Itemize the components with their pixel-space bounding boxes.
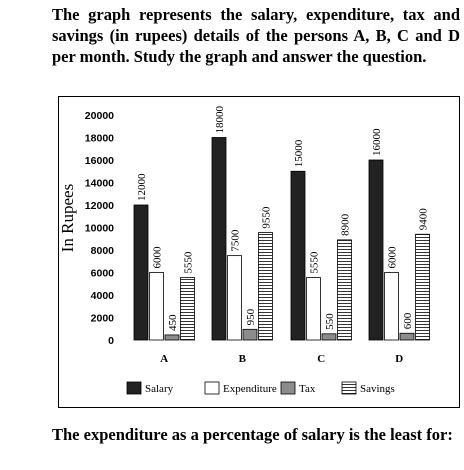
data-label: 15000 [293, 139, 305, 167]
savings-bar [258, 232, 273, 341]
expenditure-bar [384, 272, 399, 341]
legend-swatch [341, 381, 357, 395]
y-tick-label: 12000 [85, 200, 114, 212]
data-label: 450 [167, 314, 179, 331]
y-tick-label: 6000 [91, 268, 115, 280]
legend-label: Tax [299, 383, 316, 395]
data-label: 7500 [230, 229, 242, 252]
tax-bar [399, 332, 415, 341]
data-label: 950 [245, 308, 257, 325]
legend-label: Expenditure [223, 383, 277, 395]
y-tick-label: 10000 [85, 223, 114, 235]
data-label: 9400 [418, 208, 430, 231]
tax-bar [321, 333, 337, 341]
question-intro: The graph represents the salary, expendi… [52, 5, 460, 66]
data-label: 6000 [387, 246, 399, 269]
savings-bar [337, 239, 352, 341]
data-label: 8900 [340, 213, 352, 236]
data-label: 550 [324, 313, 336, 330]
tax-bar [164, 334, 180, 341]
data-label: 600 [402, 312, 414, 329]
expenditure-bar [149, 272, 164, 341]
y-axis-label: In Rupees [58, 184, 77, 252]
category-label: A [160, 353, 168, 365]
expenditure-bar [227, 255, 242, 341]
salary-bar [290, 170, 306, 341]
legend-label: Salary [145, 383, 174, 395]
y-tick-label: 0 [108, 335, 114, 347]
y-tick-label: 16000 [85, 155, 114, 167]
data-label: 12000 [136, 173, 148, 201]
expenditure-bar [306, 277, 321, 341]
data-label: 18000 [214, 106, 226, 134]
category-label: D [395, 353, 403, 365]
salary-bar [368, 159, 384, 341]
data-label: 5550 [183, 251, 195, 274]
y-tick-label: 4000 [91, 290, 115, 302]
savings-bar [415, 233, 430, 341]
data-label: 16000 [371, 128, 383, 156]
data-label: 5550 [309, 251, 321, 274]
question-prompt: The expenditure as a percentage of salar… [52, 425, 453, 444]
y-tick-label: 20000 [85, 110, 114, 122]
category-label: B [239, 353, 247, 365]
data-label: 9550 [261, 206, 273, 229]
tax-bar [242, 328, 258, 341]
legend-swatch [204, 381, 220, 395]
y-tick-label: 14000 [85, 178, 114, 190]
salary-bar [133, 204, 149, 341]
salary-bar [211, 137, 227, 341]
legend-swatch [126, 381, 142, 395]
legend-swatch [280, 381, 296, 395]
y-tick-label: 18000 [85, 133, 114, 145]
y-tick-label: 8000 [91, 245, 115, 257]
savings-bar [180, 277, 195, 341]
legend-label: Savings [360, 383, 395, 395]
y-tick-label: 2000 [91, 313, 115, 325]
category-label: C [317, 353, 325, 365]
data-label: 6000 [152, 246, 164, 269]
